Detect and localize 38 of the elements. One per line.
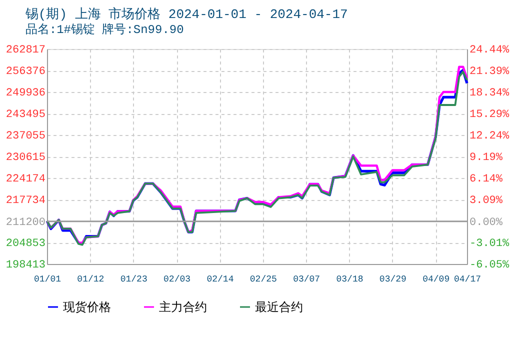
y2-tick-label: -3.01% <box>470 238 510 250</box>
y-tick-label: 237055 <box>6 130 46 142</box>
y-tick-label: 198413 <box>6 260 46 272</box>
y2-tick-label: 6.14% <box>470 174 503 186</box>
x-tick-label: 03/18 <box>336 274 364 284</box>
y-tick-label: 217734 <box>6 195 46 207</box>
y-tick-label: 243495 <box>6 109 46 122</box>
y-tick-label: 256376 <box>6 66 46 78</box>
y-tick-label: 262817 <box>6 44 46 56</box>
x-tick-label: 02/14 <box>206 274 234 284</box>
x-tick-label: 01/23 <box>120 274 148 284</box>
x-tick-label: 03/07 <box>293 274 320 284</box>
x-tick-label: 02/03 <box>164 274 191 284</box>
x-tick-label: 03/29 <box>379 274 406 284</box>
x-tick-label: 04/09 <box>422 274 450 284</box>
y2-tick-label: 9.19% <box>470 152 503 164</box>
x-tick-label: 04/17 <box>454 274 482 284</box>
y-tick-label: 230615 <box>6 152 46 164</box>
y2-tick-label: 3.09% <box>470 195 503 208</box>
x-tick-label: 01/01 <box>34 274 62 284</box>
y2-tick-label: 21.39% <box>470 66 510 78</box>
y2-tick-label: 15.29% <box>470 109 510 122</box>
x-tick-label: 01/12 <box>77 274 104 284</box>
y2-tick-label: 12.24% <box>470 130 510 143</box>
chart-subtitle: 品名:1#锡锭 牌号:Sn99.90 <box>25 23 184 37</box>
legend-label: 现货价格 <box>63 301 111 315</box>
y2-tick-label: 24.44% <box>470 44 510 56</box>
y-tick-label: 204853 <box>6 238 46 250</box>
y-tick-label: 249936 <box>6 88 46 100</box>
y-tick-label: 211200 <box>6 216 46 229</box>
y2-tick-label: 18.34% <box>470 88 510 100</box>
legend-label: 主力合约 <box>159 300 207 315</box>
legend-label: 最近合约 <box>255 301 303 315</box>
chart-title: 锡(期) 上海 市场价格 2024-01-01 - 2024-04-17 <box>24 7 348 22</box>
y2-tick-label: -6.05% <box>470 260 510 272</box>
x-tick-label: 02/25 <box>250 274 277 284</box>
y2-tick-label: 0.00% <box>470 216 503 229</box>
y-tick-label: 224174 <box>6 174 46 186</box>
